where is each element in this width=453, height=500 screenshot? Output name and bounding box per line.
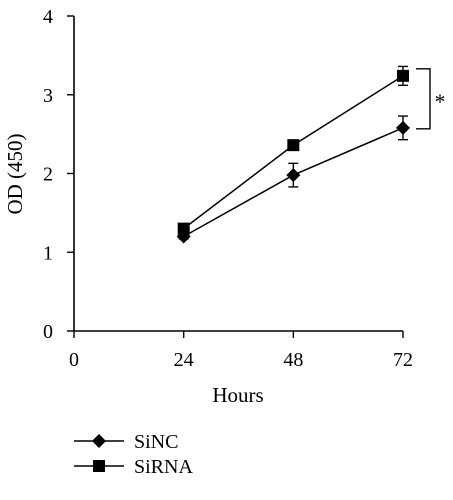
- y-ticks: 0 1 2 3 4: [43, 6, 74, 343]
- y-tick-label: 4: [43, 6, 53, 28]
- series-sinc: [176, 115, 410, 244]
- x-axis-title: Hours: [212, 383, 263, 407]
- legend-marker-sirna: [93, 460, 105, 472]
- x-ticks: 0 24 48 72: [69, 331, 413, 371]
- significance-asterisk: *: [435, 89, 446, 114]
- x-tick-label: 72: [393, 349, 413, 371]
- y-axis-title: OD (450): [3, 133, 27, 214]
- y-tick-label: 3: [43, 85, 53, 107]
- y-tick-label: 0: [43, 321, 53, 343]
- legend-marker-sinc: [92, 434, 106, 448]
- significance-annotation: *: [416, 68, 446, 130]
- legend-item-sirna: SiRNA: [74, 456, 193, 478]
- legend: SiNC SiRNA: [74, 431, 193, 478]
- data-point-sinc: [286, 168, 301, 183]
- series-line-sirna: [183, 75, 404, 230]
- data-point-sinc: [396, 120, 410, 135]
- legend-label: SiRNA: [134, 456, 193, 478]
- y-tick-label: 1: [43, 242, 53, 264]
- series-sirna: [177, 65, 409, 235]
- legend-label: SiNC: [134, 431, 178, 453]
- axes: [73, 16, 403, 332]
- legend-item-sinc: SiNC: [74, 431, 178, 453]
- y-tick-label: 2: [43, 164, 53, 186]
- data-point-sirna: [397, 69, 409, 82]
- data-point-sirna: [287, 139, 300, 152]
- x-tick-label: 48: [283, 349, 303, 371]
- x-tick-label: 0: [69, 349, 79, 371]
- x-tick-label: 24: [174, 349, 194, 371]
- data-point-sirna: [177, 222, 190, 235]
- significance-bracket: [416, 68, 431, 130]
- plot-area: [176, 65, 410, 244]
